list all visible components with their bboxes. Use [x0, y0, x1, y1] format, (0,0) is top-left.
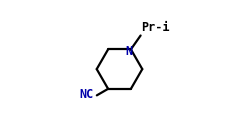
Text: Pr-i: Pr-i [141, 21, 170, 34]
Text: NC: NC [79, 88, 94, 101]
Text: N: N [126, 45, 133, 58]
